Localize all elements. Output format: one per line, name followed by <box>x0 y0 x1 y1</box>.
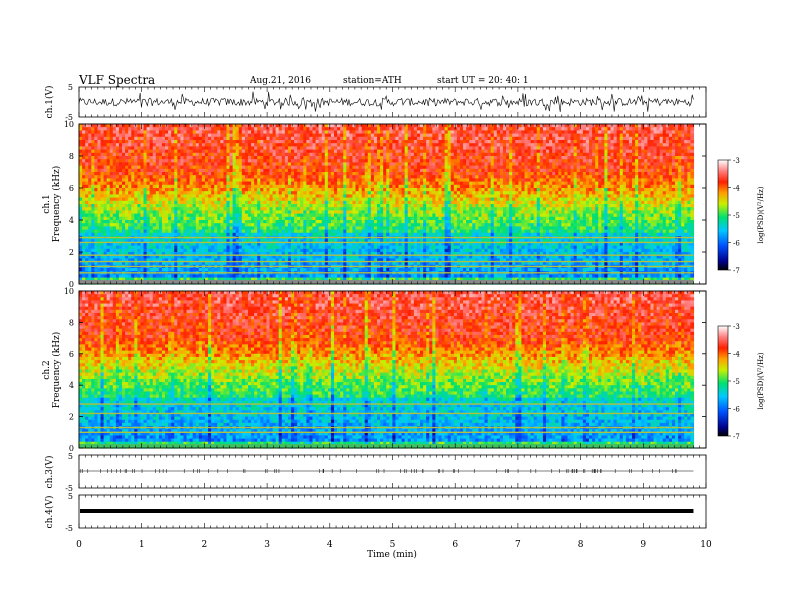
date-label: Aug.21, 2016 <box>249 76 311 86</box>
vlf-figure: VLF Spectra Aug.21, 2016 station=ATH sta… <box>0 0 792 612</box>
ch1-spectrogram-image <box>79 124 694 285</box>
start-ut-label: start UT = 20: 40: 1 <box>437 76 529 86</box>
ch1-ytick-top: 5 <box>68 83 73 92</box>
station-label: station=ATH <box>343 76 402 86</box>
figure-title: VLF Spectra <box>78 73 155 87</box>
ch1-waveform-panel: 5 -5 ch.1(V) <box>44 83 706 122</box>
ch1-wave-ylabel: ch.1(V) <box>44 86 55 119</box>
